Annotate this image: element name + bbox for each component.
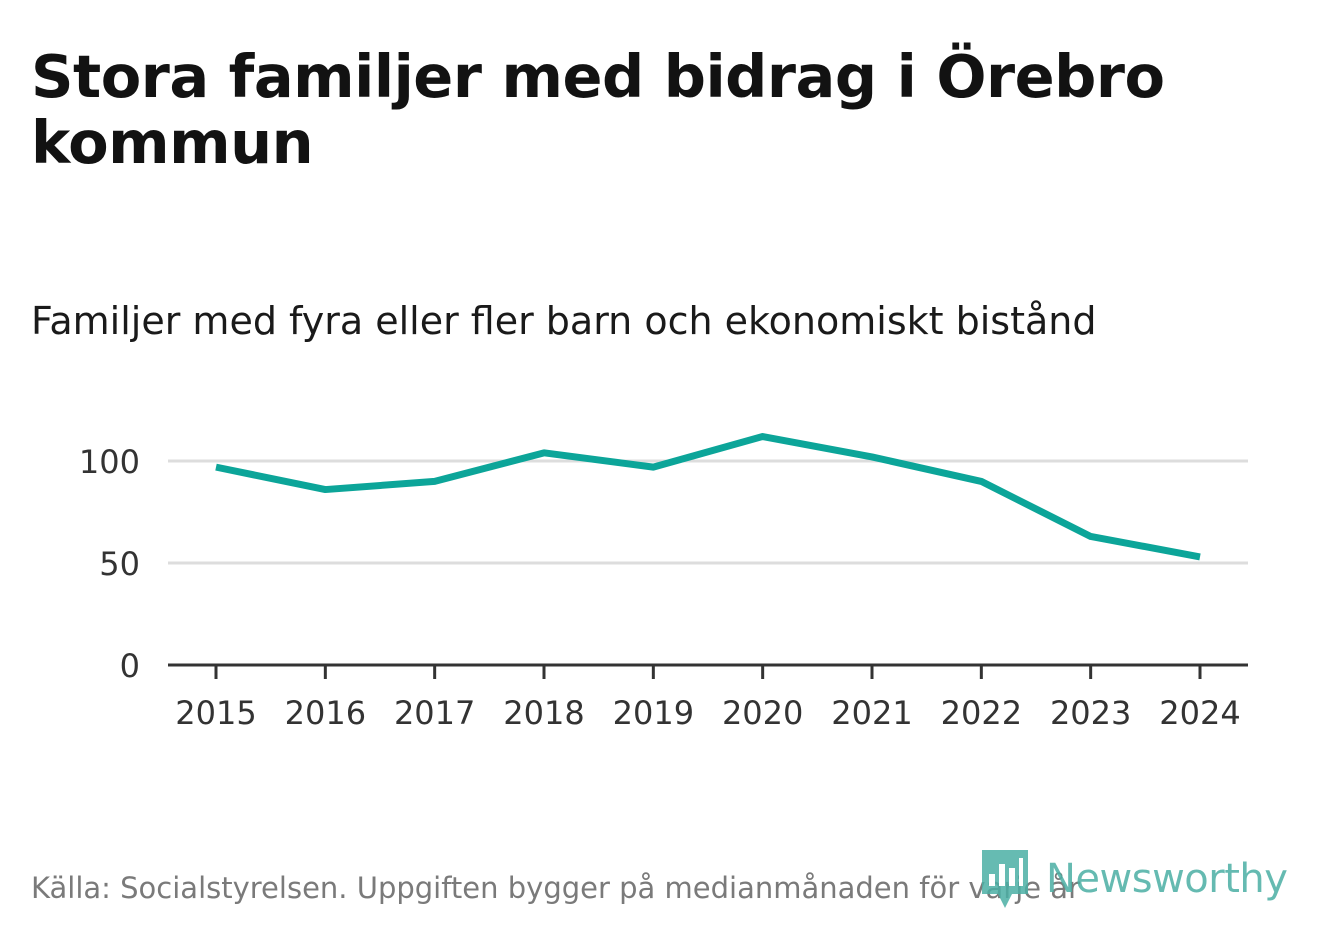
y-axis: 0 50 100 (79, 443, 140, 685)
brand-name: Newsworthy (1046, 856, 1288, 902)
x-tick-label-2017: 2017 (394, 694, 475, 732)
x-axis: 2015 2016 2017 2018 2019 2020 2021 2022 2023 2024 (168, 663, 1248, 732)
y-tick-label-100: 100 (79, 443, 140, 481)
x-tick-label-2016: 2016 (285, 694, 366, 732)
chart-subtitle: Familjer med fyra eller fler barn och ek… (31, 299, 1097, 343)
source-note: Källa: Socialstyrelsen. Uppgiften bygger… (31, 871, 1080, 905)
y-tick-label-0: 0 (120, 647, 140, 685)
newsworthy-logo[interactable]: Newsworthy (980, 848, 1288, 910)
x-tick-label-2020: 2020 (722, 694, 803, 732)
x-tick-label-2015: 2015 (175, 694, 256, 732)
x-tick-label-2023: 2023 (1050, 694, 1131, 732)
y-tick-label-50: 50 (99, 545, 140, 583)
gridlines (168, 459, 1248, 565)
x-tick-label-2018: 2018 (503, 694, 584, 732)
x-tick-label-2021: 2021 (831, 694, 912, 732)
series-line-0 (215, 433, 1201, 561)
x-tick-label-2022: 2022 (941, 694, 1022, 732)
series (215, 433, 1201, 561)
x-tick-label-2019: 2019 (613, 694, 694, 732)
chart-title: Stora familjer med bidrag i Örebro kommu… (31, 42, 1165, 177)
x-tick-label-2024: 2024 (1159, 694, 1240, 732)
newsworthy-logo-icon (982, 850, 1028, 908)
